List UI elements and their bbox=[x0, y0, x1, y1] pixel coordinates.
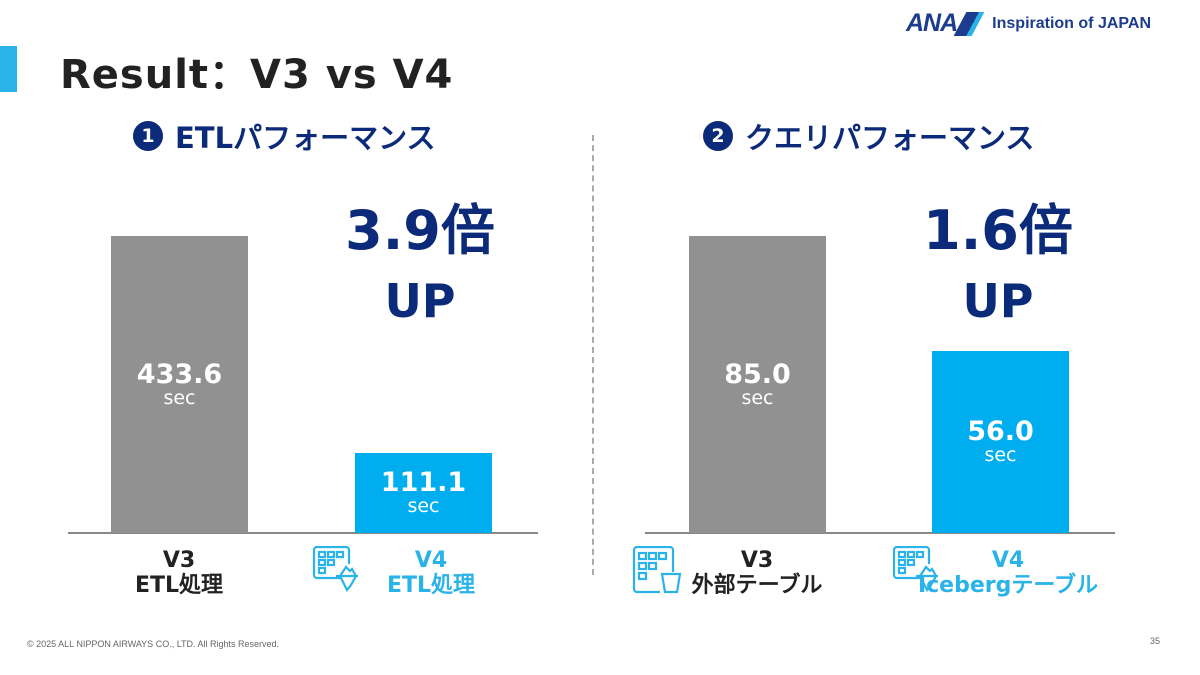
logo-tagline: Inspiration of JAPAN bbox=[992, 14, 1151, 32]
x-axis-label-line: ETL処理 bbox=[134, 573, 224, 599]
chart-baseline bbox=[645, 532, 1115, 534]
x-axis-label-line: 外部テーブル bbox=[691, 573, 823, 599]
bar-value-label: 111.1 bbox=[380, 467, 467, 499]
up-text: UP bbox=[384, 274, 456, 328]
bar-v4: 56.0 sec bbox=[932, 351, 1069, 533]
section-title-query: 2 クエリパフォーマンス bbox=[703, 115, 1034, 157]
x-axis-label: V3 ETL処理 bbox=[79, 548, 279, 599]
page-title: Result：V3 vs V4 bbox=[60, 52, 454, 98]
x-axis-label: V4 ETL処理 bbox=[331, 548, 531, 599]
external-table-icon bbox=[632, 546, 682, 594]
section-title-text: クエリパフォーマンス bbox=[745, 121, 1035, 155]
number-badge: 2 bbox=[703, 121, 733, 151]
bar-unit-label: sec bbox=[407, 495, 440, 518]
bar-value-label: 433.6 bbox=[136, 358, 223, 390]
bar-unit-label: sec bbox=[741, 386, 774, 409]
x-axis-label-line: V3 bbox=[740, 548, 774, 573]
improvement-query: 1.6倍 UP bbox=[888, 199, 1108, 328]
logo-slash-icon bbox=[953, 11, 985, 36]
logo-brand: ANA bbox=[906, 9, 958, 37]
page-number: 35 bbox=[1150, 636, 1161, 646]
iceberg-table-icon bbox=[892, 546, 938, 593]
ana-logo: ANA Inspiration of JAPAN bbox=[906, 9, 1151, 38]
iceberg-table-icon bbox=[312, 546, 358, 593]
section-title-text: ETLパフォーマンス bbox=[175, 121, 436, 155]
up-text: UP bbox=[962, 274, 1034, 328]
improvement-etl: 3.9倍 UP bbox=[310, 199, 530, 328]
section-divider bbox=[592, 135, 594, 575]
x-axis-label-line: ETL処理 bbox=[386, 573, 476, 599]
chart-baseline bbox=[68, 532, 538, 534]
ratio-text: 3.9倍 bbox=[345, 199, 495, 262]
bar-unit-label: sec bbox=[984, 444, 1017, 467]
section-title-etl: 1 ETLパフォーマンス bbox=[133, 115, 436, 157]
x-axis-label-line: V4 bbox=[991, 548, 1025, 573]
x-axis-label: V3 外部テーブル bbox=[657, 548, 857, 599]
bar-value-label: 56.0 bbox=[967, 416, 1034, 448]
copyright: © 2025 ALL NIPPON AIRWAYS CO., LTD. All … bbox=[27, 639, 280, 649]
x-axis-label: V4 Icebergテーブル bbox=[908, 548, 1108, 599]
bar-v3: 433.6 sec bbox=[111, 236, 248, 533]
x-axis-label-line: Icebergテーブル bbox=[917, 573, 1099, 599]
x-axis-label-line: V4 bbox=[414, 548, 448, 573]
ratio-text: 1.6倍 bbox=[923, 199, 1073, 262]
number-badge: 1 bbox=[133, 121, 163, 151]
title-accent-bar bbox=[0, 46, 17, 92]
bar-unit-label: sec bbox=[163, 386, 196, 409]
bar-v3: 85.0 sec bbox=[689, 236, 826, 533]
x-axis-label-line: V3 bbox=[162, 548, 196, 573]
bar-v4: 111.1 sec bbox=[355, 453, 492, 533]
bar-value-label: 85.0 bbox=[724, 358, 791, 390]
